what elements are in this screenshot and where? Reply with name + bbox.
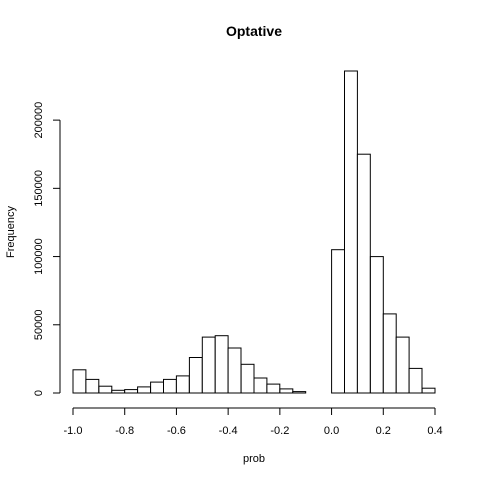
histogram-bar <box>201 336 216 394</box>
bars-group <box>72 70 436 394</box>
histogram-bar <box>395 336 410 394</box>
histogram-bar <box>369 256 384 394</box>
histogram-bar <box>240 363 255 394</box>
x-axis: -1.0 -0.8 -0.6 -0.4 -0.2 0.0 0.2 0.4 <box>64 407 443 437</box>
histogram-bar <box>163 378 177 394</box>
y-tick-label: 150000 <box>33 170 45 207</box>
x-tick-label: 0.4 <box>427 425 442 437</box>
histogram-bar <box>382 313 397 394</box>
x-tick-label: -0.8 <box>115 425 134 437</box>
histogram-bar <box>150 381 165 394</box>
histogram-bar <box>227 347 242 394</box>
y-tick-label: 0 <box>33 390 45 396</box>
x-tick-label: -0.6 <box>167 425 186 437</box>
histogram-bar <box>408 367 423 394</box>
y-tick-label: 100000 <box>33 238 45 275</box>
histogram-bar <box>266 383 281 394</box>
histogram-bar <box>356 153 371 394</box>
histogram-bar <box>253 377 268 394</box>
histogram-bar <box>331 249 346 394</box>
y-axis: 0 50000 100000 150000 200000 <box>33 102 61 396</box>
x-axis-label: prob <box>243 453 265 465</box>
x-tick-label: -0.2 <box>270 425 289 437</box>
histogram-bar <box>137 386 152 394</box>
histogram-bar <box>72 369 87 394</box>
histogram-bar <box>214 335 229 394</box>
histogram-bar <box>175 375 190 394</box>
histogram-bar <box>344 70 358 394</box>
x-tick-label: -0.4 <box>219 425 238 437</box>
histogram-bar <box>111 389 126 394</box>
histogram-bar <box>124 389 139 394</box>
histogram-bar <box>421 387 436 394</box>
y-tick-label: 50000 <box>33 309 45 340</box>
chart-title: Optative <box>226 23 282 39</box>
x-tick-label: -1.0 <box>64 425 83 437</box>
x-tick-label: 0.2 <box>376 425 391 437</box>
y-axis-label: Frequency <box>5 206 17 258</box>
y-tick-label: 200000 <box>33 102 45 139</box>
histogram-bar <box>292 391 307 394</box>
histogram-bar <box>85 378 100 394</box>
x-tick-label: 0.0 <box>324 425 339 437</box>
histogram-bar <box>279 388 294 394</box>
histogram-bar <box>98 385 113 394</box>
histogram-bar <box>188 357 203 394</box>
